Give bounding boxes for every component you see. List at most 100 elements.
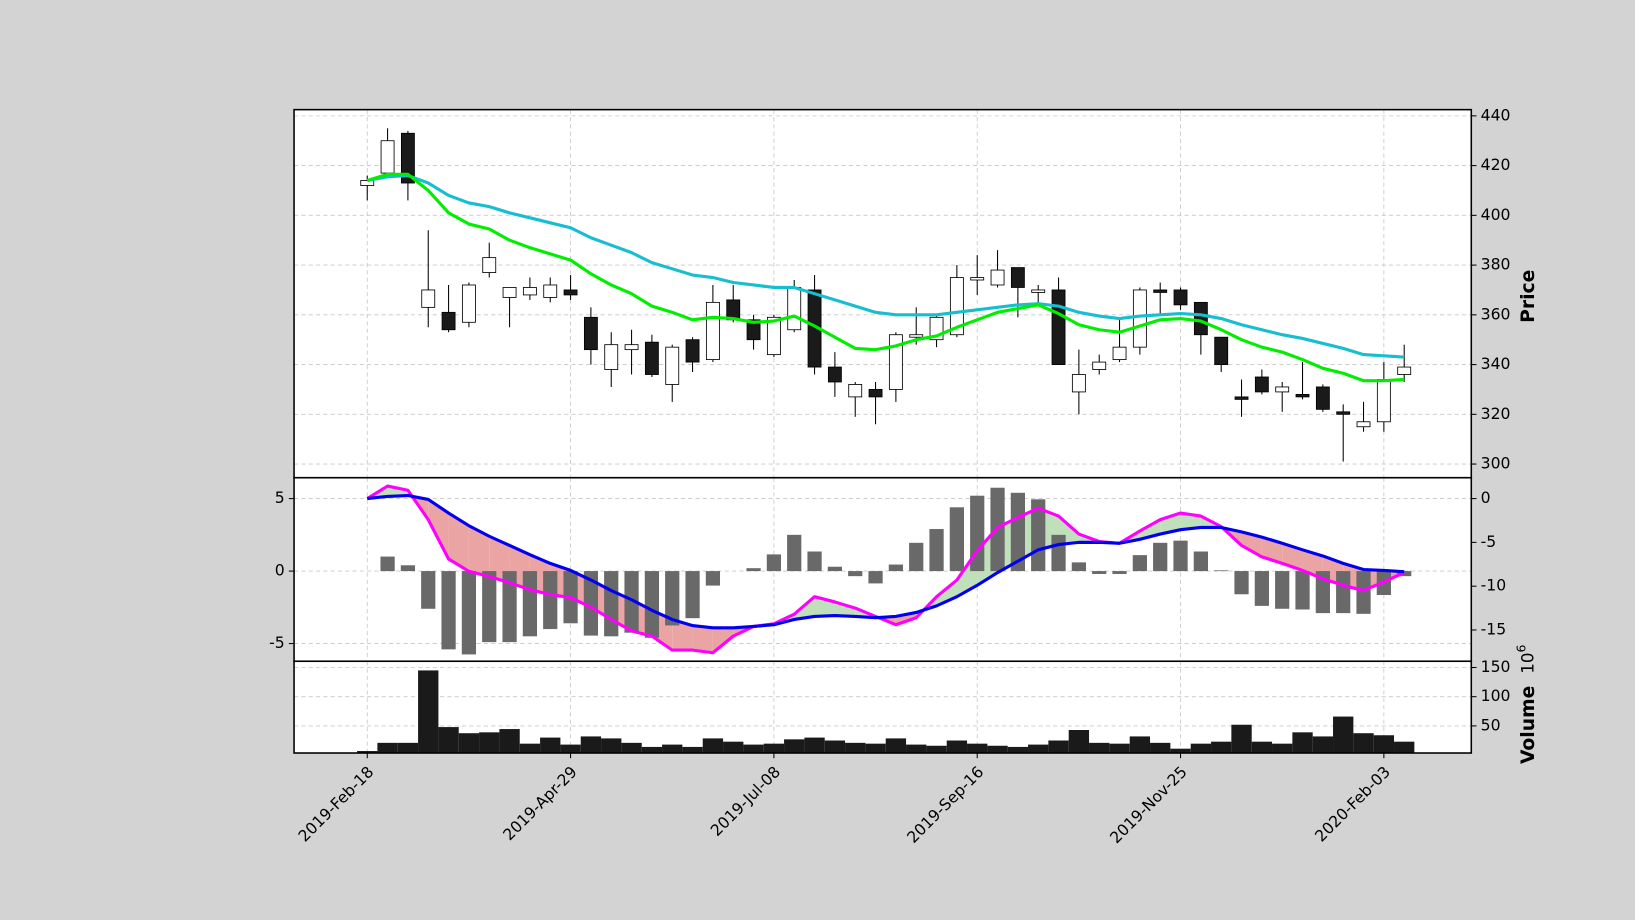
candle-body bbox=[522, 287, 537, 296]
y-tick-label: 400 bbox=[1481, 205, 1511, 224]
histogram-bar bbox=[705, 571, 721, 586]
volume-bar bbox=[540, 737, 561, 754]
macd-line bbox=[366, 484, 1405, 655]
histogram-bar bbox=[583, 571, 599, 636]
volume-bar bbox=[438, 727, 459, 754]
volume-bar bbox=[560, 744, 581, 754]
candle-body bbox=[1275, 386, 1290, 393]
candle-body bbox=[1092, 361, 1107, 370]
volume-bar bbox=[1231, 724, 1252, 754]
macd-fill bbox=[1180, 513, 1201, 530]
histogram-bar bbox=[604, 571, 619, 637]
volume-bar bbox=[1129, 736, 1151, 754]
volume-bar bbox=[397, 742, 419, 754]
volume-bar bbox=[458, 733, 480, 754]
volume-bar bbox=[1272, 743, 1293, 754]
candle-body bbox=[888, 334, 903, 390]
macd-fill bbox=[1241, 531, 1262, 557]
candle-body bbox=[1071, 374, 1086, 393]
histogram-bar bbox=[644, 571, 660, 638]
histogram-bar bbox=[1275, 571, 1290, 609]
candle-body bbox=[909, 334, 924, 338]
candle-body bbox=[543, 284, 558, 298]
candle-body bbox=[1193, 301, 1208, 336]
volume-bar bbox=[479, 732, 500, 754]
histogram-bar bbox=[888, 564, 904, 572]
candle-body bbox=[1397, 366, 1412, 375]
volume-bar bbox=[1109, 743, 1130, 754]
histogram-bar bbox=[787, 534, 802, 572]
volume-bar bbox=[580, 736, 602, 754]
volume-bar bbox=[1190, 743, 1212, 754]
candle-body bbox=[1173, 289, 1188, 306]
volume-bar bbox=[1312, 736, 1334, 754]
macd-fill bbox=[672, 619, 693, 651]
candle-body bbox=[1376, 379, 1391, 423]
volume-bar bbox=[1007, 746, 1029, 754]
volume-bar bbox=[824, 740, 846, 754]
candle-body bbox=[624, 344, 639, 351]
y-tick-label: 420 bbox=[1481, 155, 1511, 174]
volume-bar bbox=[1251, 741, 1273, 754]
histogram-bar bbox=[624, 571, 639, 633]
volume-bar bbox=[1292, 732, 1313, 754]
candle-body bbox=[604, 344, 619, 370]
volume-offset: 106 bbox=[1513, 645, 1537, 674]
y-tick-label: -10 bbox=[1481, 576, 1507, 595]
volume-bar bbox=[967, 743, 988, 754]
volume-bar bbox=[845, 742, 866, 754]
y-tick-label: -5 bbox=[1481, 532, 1497, 551]
histogram-bar bbox=[949, 507, 964, 572]
candle-body bbox=[787, 287, 802, 331]
macd-fill bbox=[712, 627, 734, 653]
volume-bar bbox=[784, 739, 805, 754]
volume-bar bbox=[641, 746, 663, 754]
candle-body bbox=[848, 384, 863, 398]
volume-bar bbox=[1394, 741, 1415, 754]
histogram-bar bbox=[1132, 555, 1147, 572]
histogram-bar bbox=[1254, 571, 1269, 606]
histogram-bar bbox=[1092, 571, 1107, 574]
volume-bar bbox=[1028, 744, 1049, 754]
macd-fill bbox=[468, 525, 490, 577]
candle-body bbox=[990, 269, 1005, 286]
volume-bar bbox=[357, 751, 378, 754]
y-tick-label: 100 bbox=[1481, 686, 1511, 705]
volume-bar bbox=[601, 738, 622, 754]
candle-body bbox=[502, 287, 517, 298]
candle-body bbox=[1336, 411, 1351, 415]
candle-body bbox=[461, 284, 476, 323]
candle-body bbox=[1234, 396, 1249, 400]
volume-axis-label: Volume bbox=[1518, 686, 1539, 764]
candle-body bbox=[380, 140, 395, 174]
moving-average-line bbox=[366, 173, 1405, 359]
histogram-bar bbox=[1173, 540, 1188, 572]
histogram-bar bbox=[543, 571, 558, 630]
volume-bar bbox=[987, 745, 1008, 754]
macd-fill bbox=[428, 499, 449, 560]
histogram-bar bbox=[1234, 571, 1249, 595]
offset-exponent: 6 bbox=[1513, 645, 1528, 653]
histogram-bar bbox=[827, 566, 843, 572]
histogram-bar bbox=[685, 571, 700, 619]
histogram-bar bbox=[1193, 551, 1208, 572]
volume-bar bbox=[763, 743, 785, 754]
volume-bar bbox=[906, 744, 927, 754]
volume-bar bbox=[723, 741, 744, 754]
volume-bar bbox=[519, 743, 541, 754]
candle-body bbox=[746, 319, 761, 341]
y-tick-label: 360 bbox=[1481, 304, 1511, 323]
volume-bar bbox=[1170, 748, 1191, 754]
candle-body bbox=[868, 389, 883, 398]
histogram-bar bbox=[421, 571, 436, 609]
macd-fill bbox=[692, 625, 713, 653]
moving-average-line bbox=[366, 172, 1405, 383]
candle-body bbox=[583, 316, 598, 351]
volume-bar bbox=[743, 744, 764, 754]
candle-body bbox=[421, 289, 436, 308]
candle-body bbox=[827, 366, 842, 383]
histogram-bar bbox=[482, 571, 497, 643]
histogram-bar bbox=[766, 554, 782, 572]
volume-bar bbox=[1373, 735, 1395, 754]
